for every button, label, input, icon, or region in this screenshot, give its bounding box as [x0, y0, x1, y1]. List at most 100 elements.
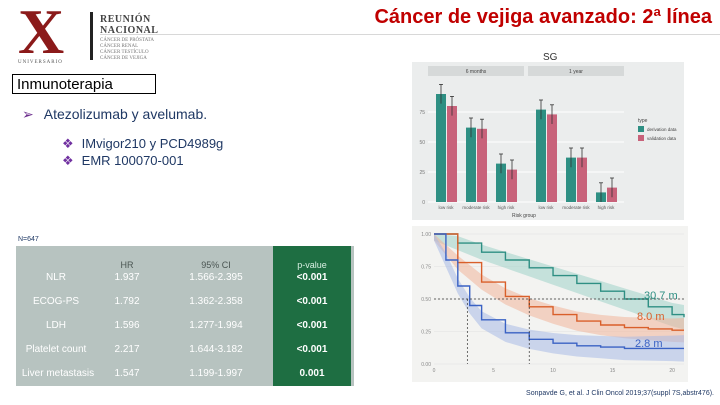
median-label: 30.7 m — [644, 290, 678, 302]
y-tick-label: 0.50 — [421, 297, 431, 303]
km-chart-svg: 1.00 0.75 0.50 0.25 0.000 5 10 15 20 30.7 m 8.0 m 2… — [421, 232, 685, 374]
bar — [477, 128, 487, 202]
x-tick-label: low risk — [438, 205, 454, 210]
bar-chart-svg: 75 50 25 0 6 months low risk moderate risk high… — [419, 66, 677, 219]
row-p: <0.001 — [296, 344, 328, 355]
sample-size-label: N=647 — [18, 236, 39, 243]
survival-curve — [434, 233, 685, 318]
bar — [436, 94, 446, 202]
logo-title-line1: REUNIÓN — [100, 14, 151, 25]
sub-bullet: ❖ IMvigor210 y PCD4989g — [62, 136, 223, 152]
x-tick-label: high risk — [598, 205, 616, 210]
row-hr: 1.547 — [114, 368, 140, 379]
x-tick-label: 5 — [492, 368, 495, 374]
header-hr: HR — [120, 260, 134, 270]
legend-label: validation data — [647, 136, 677, 141]
row-ci: 1.566-2.395 — [189, 272, 243, 283]
bar — [536, 109, 546, 202]
legend-label: derivation data — [647, 127, 677, 132]
slide-title: Cáncer de vejiga avanzado: 2ª línea — [374, 6, 712, 28]
arrow-bullet-icon: ➢ — [22, 106, 34, 122]
sub-bullet-text: EMR 100070-001 — [81, 153, 184, 168]
row-p: <0.001 — [296, 272, 328, 283]
row-ci: 1.362-2.358 — [189, 296, 243, 307]
hazard-ratio-table: HR 95% CI p-value NLR 1.937 1.566-2.395 … — [16, 246, 354, 386]
bar — [577, 157, 587, 202]
y-tick-label: 25 — [419, 170, 425, 176]
facet-label: 6 months — [466, 69, 487, 75]
bar — [566, 157, 576, 202]
x-tick-label: moderate risk — [562, 205, 590, 210]
p-value-column — [273, 246, 351, 386]
confidence-band — [434, 234, 684, 362]
facet-strip — [428, 66, 524, 76]
logo-subtitle: UNIVERSARIO — [18, 60, 63, 65]
conference-logo: X UNIVERSARIO REUNIÓN NACIONAL CÁNCER DE… — [0, 0, 160, 70]
row-factor: Platelet count — [25, 344, 87, 355]
confidence-band — [434, 234, 684, 343]
x-tick-label: moderate risk — [462, 205, 490, 210]
diamond-bullet-icon: ❖ — [62, 136, 74, 151]
row-hr: 1.596 — [114, 320, 140, 331]
row-p: <0.001 — [296, 320, 328, 331]
legend-swatch — [638, 126, 644, 132]
logo-topic: CÁNCER DE VEJIGA — [100, 56, 147, 61]
bar — [447, 106, 457, 202]
logo-topic: CÁNCER RENAL — [100, 44, 139, 49]
confidence-band — [434, 234, 684, 330]
row-factor: Liver metastasis — [21, 368, 95, 379]
main-bullet-text: Atezolizumab y avelumab. — [43, 106, 208, 122]
bar — [496, 163, 506, 202]
sub-bullet-text: IMvigor210 y PCD4989g — [81, 136, 224, 151]
logo-topic: CÁNCER DE PRÓSTATA — [100, 38, 154, 43]
legend-title: type — [638, 118, 648, 124]
row-hr: 1.792 — [114, 296, 140, 307]
facet-label: 1 year — [569, 69, 583, 75]
bar — [466, 127, 476, 202]
y-tick-label: 1.00 — [421, 232, 431, 238]
row-factor: NLR — [45, 272, 66, 283]
logo-letter: X — [18, 0, 65, 67]
row-hr: 1.937 — [114, 272, 140, 283]
row-factor: LDH — [45, 320, 66, 331]
y-tick-label: 50 — [419, 140, 425, 146]
y-tick-label: 0.00 — [421, 362, 431, 368]
row-hr: 2.217 — [114, 344, 140, 355]
x-tick-label: 0 — [433, 368, 436, 374]
logo-divider — [90, 12, 93, 60]
km-survival-chart: 1.00 0.75 0.50 0.25 0.00 0 5 10 15 20 30.7 m 8.0 m 2… — [412, 226, 688, 382]
row-p: <0.001 — [296, 296, 328, 307]
legend-swatch — [638, 135, 644, 141]
citation: Sonpavde G, et al. J Clin Oncol 2019;37(… — [526, 390, 714, 397]
logo-title-line2: NACIONAL — [100, 25, 159, 36]
row-ci: 1.199-1.997 — [189, 368, 243, 379]
header-p-value: p-value — [297, 260, 327, 270]
row-factor: ECOG-PS — [32, 296, 80, 307]
y-tick-label: 0.75 — [421, 265, 431, 271]
logo-title: REUNIÓN NACIONAL — [100, 14, 158, 36]
facet-strip — [528, 66, 624, 76]
header-ci: 95% CI — [201, 260, 231, 270]
diamond-bullet-icon: ❖ — [62, 153, 74, 168]
row-p: 0.001 — [299, 368, 325, 379]
title-divider — [100, 34, 720, 35]
x-tick-label: high risk — [498, 205, 516, 210]
y-tick-label: 75 — [419, 110, 425, 116]
x-axis-title: Risk group — [512, 213, 536, 219]
survival-bar-chart: 75 50 25 0 6 months low risk moderate risk high… — [412, 62, 684, 220]
x-tick-label: low risk — [538, 205, 554, 210]
chart-label-sg: SG — [543, 52, 558, 63]
logo-topics: CÁNCER DE PRÓSTATA CÁNCER RENAL CÁNCER T… — [100, 38, 154, 62]
row-ci: 1.644-3.182 — [189, 344, 243, 355]
logo-topic: CÁNCER TESTÍCULO — [100, 50, 149, 55]
median-label: 2.8 m — [635, 338, 663, 350]
x-tick-label: 15 — [610, 368, 616, 374]
survival-curve — [434, 233, 684, 331]
main-bullet: ➢ Atezolizumab y avelumab. — [22, 106, 207, 123]
x-tick-label: 10 — [550, 368, 556, 374]
sub-bullet: ❖ EMR 100070-001 — [62, 153, 184, 169]
x-tick-label: 20 — [669, 368, 675, 374]
row-ci: 1.277-1.994 — [189, 320, 243, 331]
topic-box: Inmunoterapia — [12, 74, 156, 94]
y-tick-label: 0.25 — [421, 330, 431, 336]
